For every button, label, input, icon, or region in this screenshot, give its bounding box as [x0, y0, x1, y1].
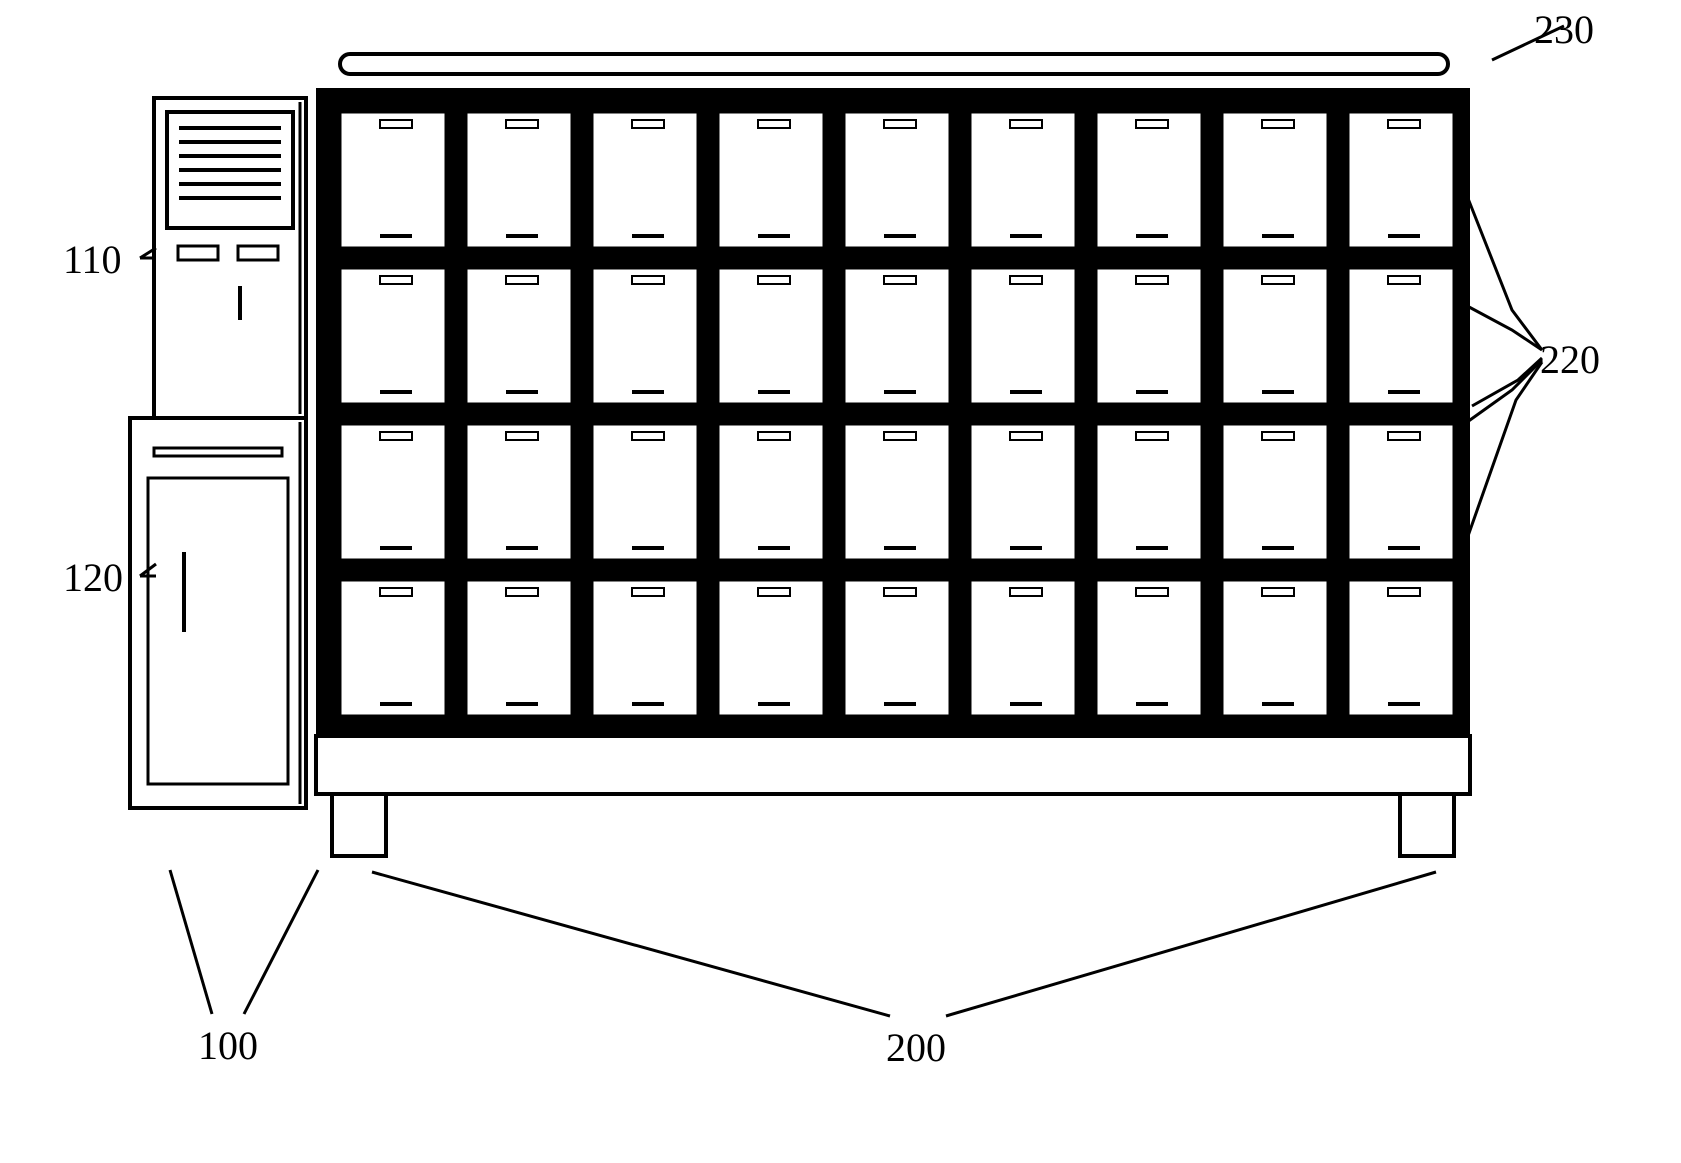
figure-svg [0, 0, 1681, 1163]
diagram-stage: 230 110 120 100 200 220 [0, 0, 1681, 1163]
